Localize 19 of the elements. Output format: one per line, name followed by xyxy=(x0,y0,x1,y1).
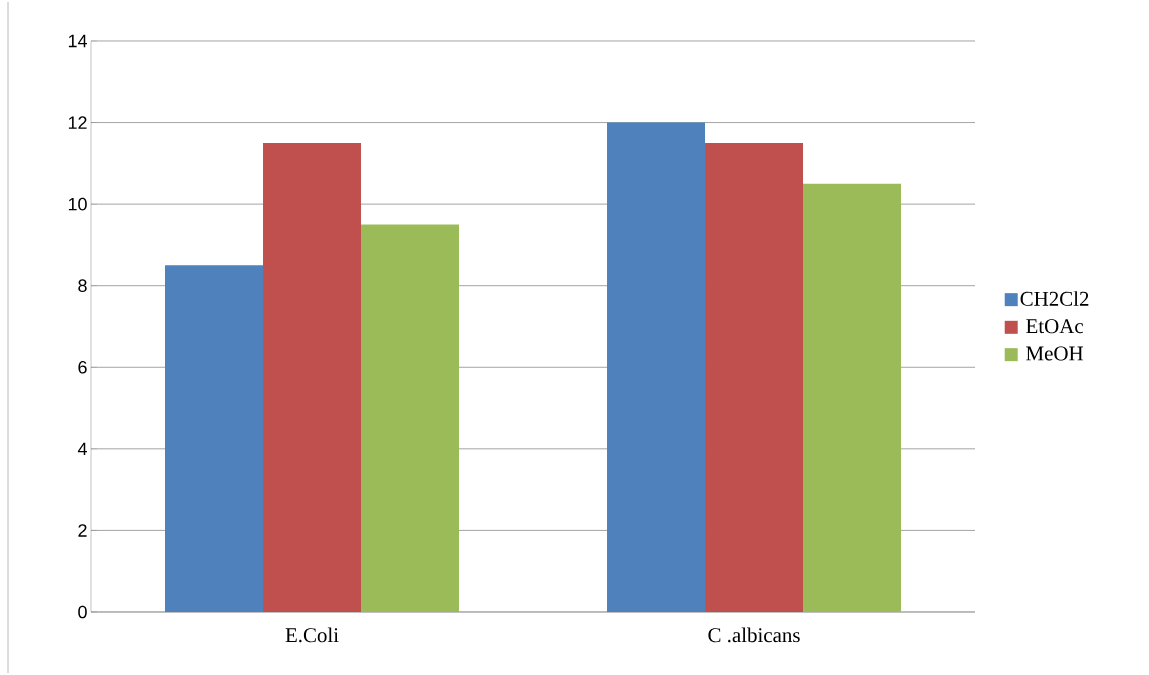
legend-label: EtOAc xyxy=(1026,319,1083,334)
bar xyxy=(803,183,902,612)
y-tick-label: 0 xyxy=(78,605,87,619)
bar xyxy=(705,142,804,612)
y-tick-label: 12 xyxy=(68,116,87,129)
y-tick-label: 10 xyxy=(68,197,87,211)
y-tick-label: 2 xyxy=(78,524,87,537)
y-tick-label: 14 xyxy=(68,34,87,48)
x-tick-label: E.Coli xyxy=(285,627,339,643)
bar xyxy=(165,265,264,612)
x-tick-label: C .albicans xyxy=(708,627,800,643)
legend-label: MeOH xyxy=(1026,346,1084,361)
legend-label: CH2Cl2 xyxy=(1020,291,1089,306)
bar xyxy=(263,142,362,612)
y-tick-label: 8 xyxy=(78,279,87,293)
bar xyxy=(607,122,706,612)
y-tick-label: 4 xyxy=(77,442,87,456)
bar xyxy=(361,224,460,612)
y-tick-label: 6 xyxy=(78,360,87,374)
